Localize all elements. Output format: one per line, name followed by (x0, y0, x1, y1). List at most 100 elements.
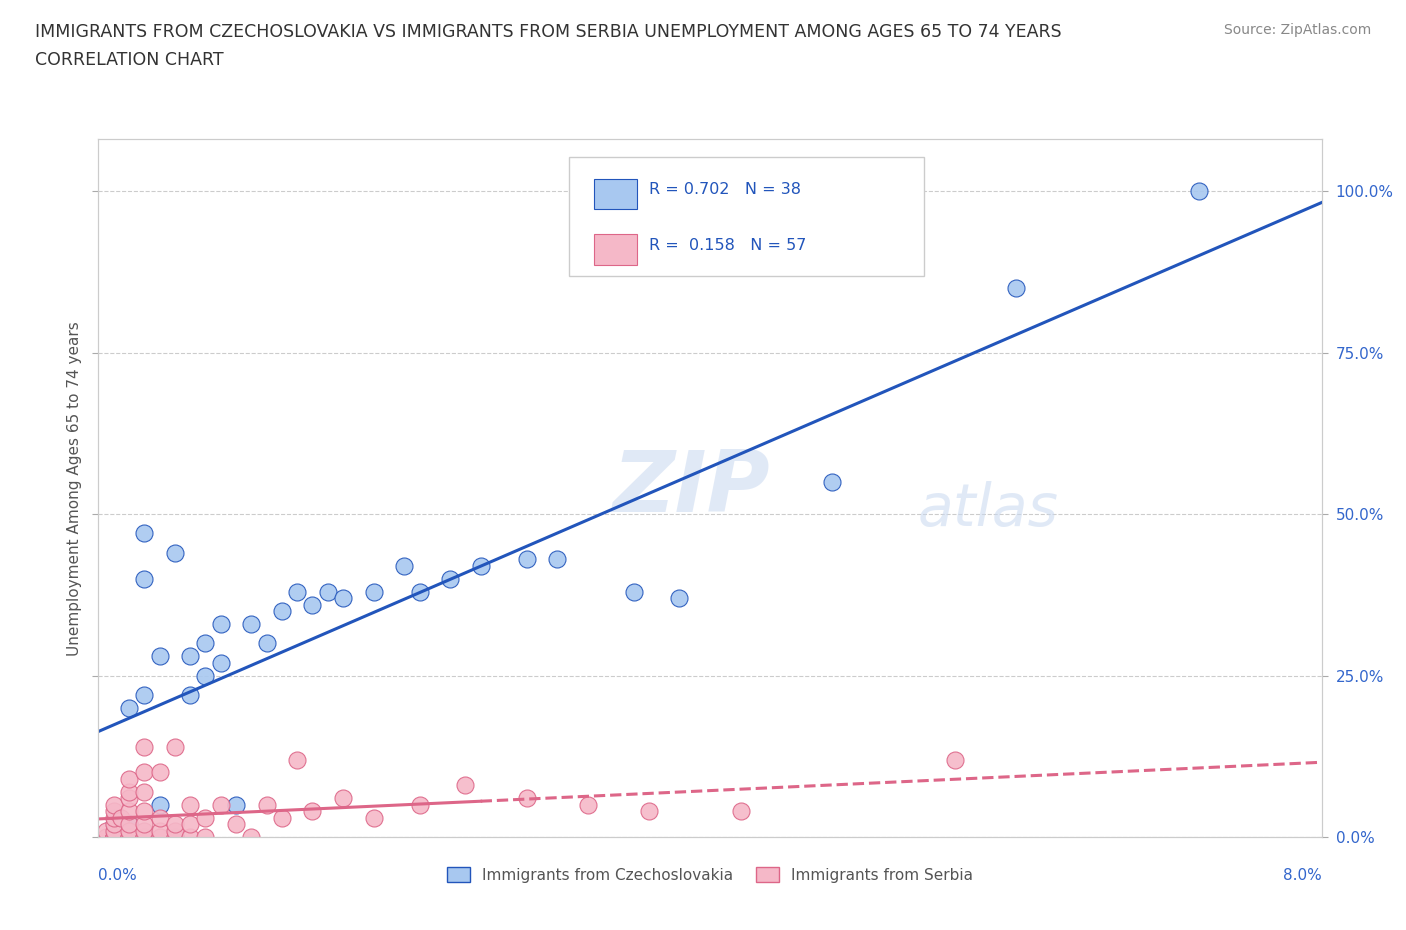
Point (163, 545, 186, 560)
Text: atlas: atlas (918, 481, 1059, 538)
Point (134, 739, 156, 754)
Point (103, 810, 125, 825)
Point (179, 649, 201, 664)
Point (118, 790, 141, 805)
Text: R = 0.702   N = 38: R = 0.702 N = 38 (650, 182, 801, 197)
Text: Source: ZipAtlas.com: Source: ZipAtlas.com (1223, 23, 1371, 37)
Point (163, 823, 186, 838)
Point (363, 584, 385, 599)
Point (149, 810, 172, 825)
Point (363, 810, 385, 825)
Point (301, 597, 323, 612)
Point (1188, 184, 1211, 199)
Point (516, 790, 538, 805)
Bar (593, 179, 637, 209)
Point (392, 558, 416, 573)
Point (163, 830, 186, 844)
Point (134, 571, 156, 586)
Point (149, 823, 172, 838)
Point (118, 830, 141, 844)
Point (209, 656, 232, 671)
Point (163, 817, 186, 831)
Point (149, 649, 172, 664)
Point (240, 830, 263, 844)
Point (194, 810, 217, 825)
Point (225, 817, 247, 831)
Text: 8.0%: 8.0% (1282, 869, 1322, 883)
Point (194, 636, 217, 651)
Point (134, 823, 156, 838)
Point (118, 830, 141, 844)
Point (110, 810, 132, 825)
Text: 0.0%: 0.0% (98, 869, 138, 883)
Point (194, 668, 217, 683)
Point (118, 817, 141, 831)
Point (118, 700, 141, 715)
Point (118, 772, 141, 787)
Text: ZIP: ZIP (612, 446, 770, 530)
Point (149, 797, 172, 812)
Point (94, 830, 117, 844)
Point (163, 830, 186, 844)
Point (301, 804, 323, 818)
Point (270, 604, 294, 618)
Point (623, 584, 645, 599)
Point (209, 617, 232, 631)
Point (103, 817, 125, 831)
Point (637, 804, 661, 818)
Point (256, 636, 278, 651)
Point (943, 752, 966, 767)
Point (225, 797, 247, 812)
Point (103, 817, 125, 831)
Point (179, 797, 201, 812)
Point (821, 474, 844, 489)
Point (332, 790, 354, 805)
Point (118, 784, 141, 799)
Point (134, 804, 156, 818)
Point (118, 804, 141, 818)
Point (240, 617, 263, 631)
Point (103, 797, 125, 812)
Legend: Immigrants from Czechoslovakia, Immigrants from Serbia: Immigrants from Czechoslovakia, Immigran… (440, 860, 980, 889)
Point (439, 571, 461, 586)
Bar (593, 234, 637, 265)
Point (316, 584, 339, 599)
Point (516, 551, 538, 566)
FancyBboxPatch shape (569, 157, 924, 275)
Point (179, 817, 201, 831)
Point (94, 823, 117, 838)
Text: IMMIGRANTS FROM CZECHOSLOVAKIA VS IMMIGRANTS FROM SERBIA UNEMPLOYMENT AMONG AGES: IMMIGRANTS FROM CZECHOSLOVAKIA VS IMMIGR… (35, 23, 1062, 41)
Point (194, 830, 217, 844)
Point (408, 797, 430, 812)
Point (546, 551, 568, 566)
Point (118, 823, 141, 838)
Point (149, 765, 172, 780)
Y-axis label: Unemployment Among Ages 65 to 74 years: Unemployment Among Ages 65 to 74 years (66, 321, 82, 656)
Point (454, 777, 477, 792)
Text: CORRELATION CHART: CORRELATION CHART (35, 51, 224, 69)
Point (179, 830, 201, 844)
Point (179, 687, 201, 702)
Point (103, 804, 125, 818)
Point (134, 526, 156, 541)
Point (285, 752, 308, 767)
Point (668, 591, 690, 605)
Point (209, 797, 232, 812)
Point (134, 830, 156, 844)
Point (332, 591, 354, 605)
Point (103, 830, 125, 844)
Point (103, 830, 125, 844)
Point (1004, 281, 1026, 296)
Point (118, 817, 141, 831)
Point (103, 830, 125, 844)
Point (285, 584, 308, 599)
Point (134, 830, 156, 844)
Point (270, 810, 294, 825)
Point (163, 739, 186, 754)
Point (103, 830, 125, 844)
Point (408, 584, 430, 599)
Point (134, 765, 156, 780)
Point (256, 797, 278, 812)
Point (103, 830, 125, 844)
Point (103, 823, 125, 838)
